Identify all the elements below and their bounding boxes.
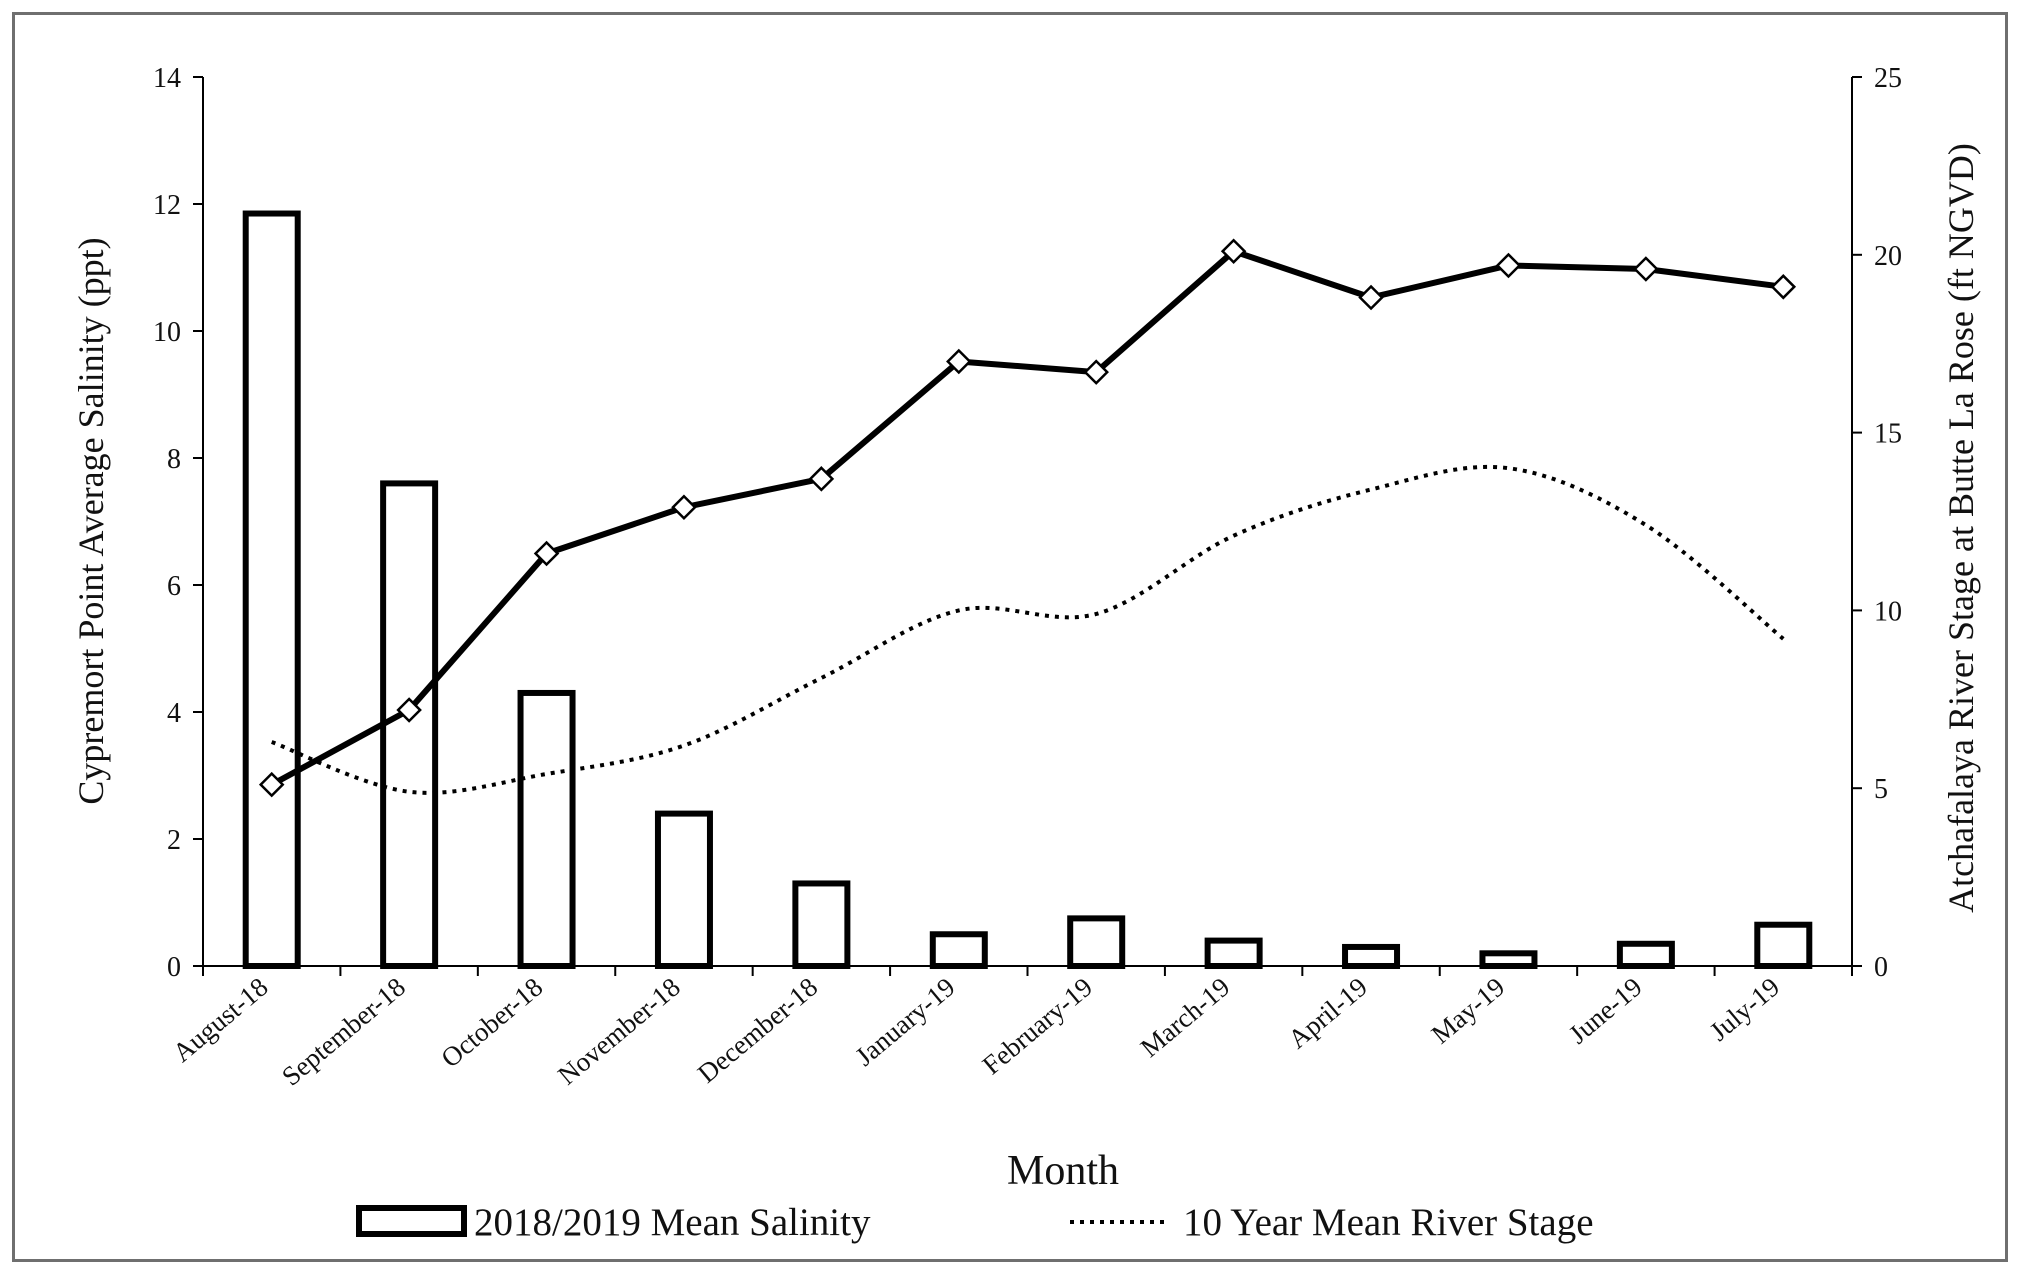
salinity-bar: [1204, 937, 1263, 969]
legend-bar-swatch: [356, 1205, 467, 1237]
river-stage-marker: [1633, 256, 1659, 282]
y2-tick-label: 15: [1874, 419, 1902, 450]
river-stage-marker: [533, 540, 560, 567]
y-tick-label: 10: [153, 317, 181, 348]
river-stage-marker: [1770, 274, 1797, 300]
y-tick-label: 12: [153, 190, 181, 221]
salinity-bar: [654, 810, 713, 969]
y-tick-label: 4: [167, 698, 181, 729]
salinity-bar: [929, 931, 988, 969]
river-stage-marker: [1495, 252, 1522, 279]
y2-tick-label: 20: [1874, 241, 1902, 272]
salinity-bar: [242, 210, 301, 969]
salinity-bar: [1342, 943, 1401, 970]
river-stage-marker: [258, 771, 285, 798]
x-tick-label: August-18: [167, 972, 274, 1068]
x-tick-label: October-18: [435, 972, 548, 1074]
river-stage-marker: [1220, 238, 1247, 265]
x-tick-label: February-19: [977, 972, 1099, 1081]
ten-year-mean-line: [271, 464, 1785, 795]
salinity-bar: [1754, 921, 1813, 969]
y2-tick-label: 10: [1874, 596, 1902, 627]
x-axis-title: Month: [1007, 1148, 1119, 1194]
y2-tick-label: 5: [1874, 774, 1888, 805]
salinity-bar: [517, 689, 576, 969]
salinity-bar: [792, 880, 851, 970]
salinity-bar: [1067, 915, 1126, 969]
salinity-bar: [1479, 950, 1538, 969]
y-tick-label: 6: [167, 571, 181, 602]
x-tick-label: April-19: [1282, 972, 1373, 1055]
legend-label-salinity: 2018/2019 Mean Salinity: [474, 1201, 871, 1244]
x-tick-label: July-19: [1704, 972, 1785, 1047]
y2-tick-label: 25: [1874, 63, 1902, 94]
y2-axis-title: Atchafalaya River Stage at Butte La Rose…: [1941, 143, 1981, 913]
axes: [193, 76, 1862, 976]
y-tick-label: 2: [167, 825, 181, 856]
river-stage-marker: [946, 348, 972, 375]
salinity-bars: [242, 210, 1813, 970]
x-tick-label: November-18: [552, 972, 686, 1091]
river-stage-marker: [1083, 359, 1109, 385]
y2-tick-label: 0: [1874, 952, 1888, 983]
y-tick-label: 0: [167, 952, 181, 983]
river-stage-marker: [808, 466, 835, 492]
y-tick-label: 14: [153, 63, 181, 94]
legend-label-river-stage: 10 Year Mean River Stage: [1183, 1201, 1594, 1244]
salinity-bar: [1616, 940, 1675, 970]
x-tick-label: June-19: [1563, 972, 1648, 1050]
river-stage-line: [270, 248, 1784, 788]
x-tick-label: March-19: [1135, 972, 1236, 1063]
stage-lines: [258, 238, 1797, 798]
river-stage-marker: [396, 697, 422, 723]
y-axis-title: Cypremort Point Average Salinity (ppt): [71, 237, 111, 804]
x-tick-label: January-19: [849, 972, 960, 1072]
river-stage-marker: [671, 494, 697, 521]
salinity-bar: [380, 480, 439, 969]
y-tick-label: 8: [167, 444, 181, 475]
river-stage-marker: [1358, 284, 1384, 311]
x-tick-label: May-19: [1426, 972, 1511, 1050]
chart-frame: [12, 12, 2008, 1262]
x-tick-label: December-18: [692, 972, 823, 1089]
x-tick-label: September-18: [276, 972, 411, 1092]
